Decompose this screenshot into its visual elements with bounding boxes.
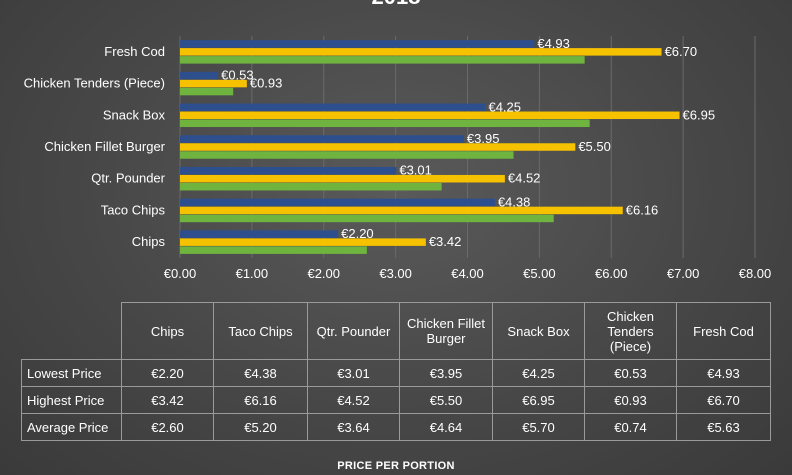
x-tick-label: €6.00 xyxy=(595,266,628,281)
category-label: Chicken Tenders (Piece) xyxy=(24,76,165,91)
table-header-cell: Snack Box xyxy=(492,302,585,360)
bar-average-price xyxy=(180,119,590,128)
bar-lowest-price xyxy=(180,135,464,143)
table-cell: €6.95 xyxy=(492,386,585,414)
table-cell: €2.60 xyxy=(121,413,214,441)
category-label: Chips xyxy=(132,234,166,249)
category-label: Taco Chips xyxy=(101,202,166,217)
x-tick-label: €3.00 xyxy=(379,266,412,281)
bar-average-price xyxy=(180,214,554,223)
table-cell: €6.70 xyxy=(676,386,771,414)
table-header-cell: Fresh Cod xyxy=(676,302,771,360)
x-tick-label: €5.00 xyxy=(523,266,556,281)
table-cell: €4.25 xyxy=(492,359,585,387)
data-label: €4.93 xyxy=(537,36,570,51)
table-header-cell: Chicken Fillet Burger xyxy=(399,302,493,360)
bar-highest-price xyxy=(180,48,662,56)
table-cell: €5.50 xyxy=(399,386,493,414)
bar-lowest-price xyxy=(180,103,486,112)
table-corner-cell xyxy=(21,302,122,360)
data-label: €0.93 xyxy=(250,76,283,91)
data-label: €5.50 xyxy=(578,139,611,154)
bar-lowest-price xyxy=(180,71,219,80)
data-label: €6.95 xyxy=(683,107,716,122)
table-cell: €5.70 xyxy=(492,413,585,441)
label-layer: €2.20 €3.42 €4.38 €6.16 €3.01 €4.52 €3.95 €5.50… xyxy=(221,36,715,249)
table-header-cell: Taco Chips xyxy=(213,302,308,360)
category-label: Fresh Cod xyxy=(104,44,165,59)
x-tick-label: €0.00 xyxy=(164,266,197,281)
x-tick-label: €2.00 xyxy=(307,266,340,281)
data-label: €3.42 xyxy=(429,234,462,249)
table-header-cell: Chicken Tenders (Piece) xyxy=(584,302,677,360)
table-row: Average Price €2.60 €5.20 €3.64 €4.64 €5… xyxy=(21,413,771,441)
category-label: Qtr. Pounder xyxy=(91,171,165,186)
chart-title: 2018 xyxy=(0,0,792,10)
bar-average-price xyxy=(180,56,585,64)
x-tick-label: €4.00 xyxy=(451,266,484,281)
axis-layer: €0.00 €1.00 €2.00 €3.00 €4.00 €5.00 €6.00 €7.00… xyxy=(24,44,772,281)
x-tick-label: €8.00 xyxy=(739,266,772,281)
data-label: €6.16 xyxy=(626,202,659,217)
x-axis-title: PRICE PER PORTION xyxy=(337,460,455,472)
data-label: €3.95 xyxy=(467,131,500,146)
bar-highest-price xyxy=(180,79,247,88)
table-header-cell: Chips xyxy=(121,302,214,360)
bar-highest-price xyxy=(180,111,680,120)
table-cell: €4.52 xyxy=(307,386,400,414)
table-cell: €3.01 xyxy=(307,359,400,387)
table-row-label: Average Price xyxy=(21,413,122,441)
table-row-label: Lowest Price xyxy=(21,359,122,387)
data-table: Chips Taco Chips Qtr. Pounder Chicken Fi… xyxy=(21,302,771,441)
table-cell: €3.95 xyxy=(399,359,493,387)
category-label: Chicken Fillet Burger xyxy=(44,139,165,154)
table-cell: €4.38 xyxy=(213,359,308,387)
category-label: Snack Box xyxy=(103,107,166,122)
bar-lowest-price xyxy=(180,40,535,48)
table-row-label: Highest Price xyxy=(21,386,122,414)
bar-lowest-price xyxy=(180,166,397,175)
bar-average-price xyxy=(180,151,514,159)
table-cell: €4.93 xyxy=(676,359,771,387)
bar-highest-price xyxy=(180,174,505,183)
bar-average-price xyxy=(180,246,367,254)
data-label: €4.38 xyxy=(498,194,531,209)
table-cell: €5.20 xyxy=(213,413,308,441)
x-tick-label: €1.00 xyxy=(236,266,269,281)
table-cell: €2.20 xyxy=(121,359,214,387)
bar-highest-price xyxy=(180,206,623,215)
data-label: €2.20 xyxy=(341,226,374,241)
data-label: €0.53 xyxy=(221,68,254,83)
table-cell: €0.53 xyxy=(584,359,677,387)
bar-average-price xyxy=(180,87,234,96)
bar-highest-price xyxy=(180,143,576,151)
table-cell: €0.74 xyxy=(584,413,677,441)
data-label: €3.01 xyxy=(399,163,432,178)
bar-average-price xyxy=(180,182,442,191)
table-cell: €6.16 xyxy=(213,386,308,414)
table-cell: €3.64 xyxy=(307,413,400,441)
table-row: Lowest Price €2.20 €4.38 €3.01 €3.95 €4.… xyxy=(21,359,771,387)
bar-lowest-price xyxy=(180,198,495,207)
table-cell: €4.64 xyxy=(399,413,493,441)
table-header-row: Chips Taco Chips Qtr. Pounder Chicken Fi… xyxy=(21,302,771,360)
table-cell: €3.42 xyxy=(121,386,214,414)
table-row: Highest Price €3.42 €6.16 €4.52 €5.50 €6… xyxy=(21,386,771,414)
data-label: €4.52 xyxy=(508,171,541,186)
table-cell: €0.93 xyxy=(584,386,677,414)
table-header-cell: Qtr. Pounder xyxy=(307,302,400,360)
bar-layer xyxy=(180,40,680,254)
bar-chart: €2.20 €3.42 €4.38 €6.16 €3.01 €4.52 €3.95 €5.50… xyxy=(24,36,772,281)
x-tick-label: €7.00 xyxy=(667,266,700,281)
bar-lowest-price xyxy=(180,230,339,238)
data-label: €6.70 xyxy=(665,44,698,59)
data-label: €4.25 xyxy=(488,99,521,114)
bar-highest-price xyxy=(180,238,426,246)
table-cell: €5.63 xyxy=(676,413,771,441)
